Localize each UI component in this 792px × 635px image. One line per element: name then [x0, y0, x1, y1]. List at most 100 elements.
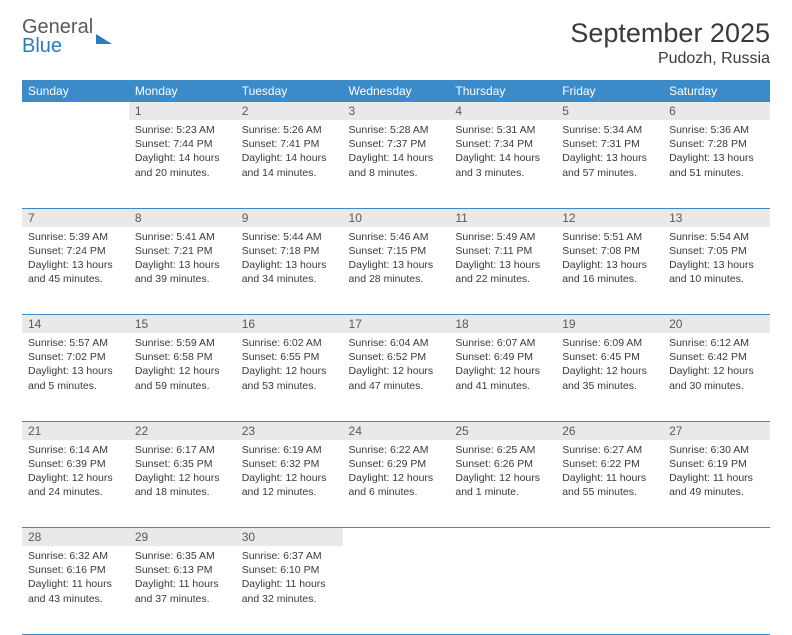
day-number: 20 — [663, 315, 770, 334]
day-details: Sunrise: 6:17 AMSunset: 6:35 PMDaylight:… — [129, 440, 236, 506]
day-number: 1 — [129, 102, 236, 120]
day-cell: Sunrise: 5:41 AMSunset: 7:21 PMDaylight:… — [129, 227, 236, 315]
logo-sail-icon — [96, 34, 112, 44]
day-details: Sunrise: 6:25 AMSunset: 6:26 PMDaylight:… — [449, 440, 556, 506]
day-number: 27 — [663, 421, 770, 440]
day-details — [343, 546, 450, 555]
day-details: Sunrise: 6:04 AMSunset: 6:52 PMDaylight:… — [343, 333, 450, 399]
day-details — [556, 546, 663, 555]
day-number: 29 — [129, 528, 236, 547]
location: Pudozh, Russia — [570, 50, 770, 68]
day-details: Sunrise: 5:46 AMSunset: 7:15 PMDaylight:… — [343, 227, 450, 293]
day-cell: Sunrise: 6:30 AMSunset: 6:19 PMDaylight:… — [663, 440, 770, 528]
weekday-header: Wednesday — [343, 80, 450, 102]
weekday-header-row: Sunday Monday Tuesday Wednesday Thursday… — [22, 80, 770, 102]
day-details — [449, 546, 556, 555]
logo-text: General Blue — [22, 18, 93, 56]
day-cell — [663, 546, 770, 634]
day-number: 24 — [343, 421, 450, 440]
day-details: Sunrise: 5:57 AMSunset: 7:02 PMDaylight:… — [22, 333, 129, 399]
day-cell: Sunrise: 6:12 AMSunset: 6:42 PMDaylight:… — [663, 333, 770, 421]
day-cell: Sunrise: 6:37 AMSunset: 6:10 PMDaylight:… — [236, 546, 343, 634]
day-cell: Sunrise: 6:02 AMSunset: 6:55 PMDaylight:… — [236, 333, 343, 421]
day-number: 6 — [663, 102, 770, 120]
day-cell: Sunrise: 5:57 AMSunset: 7:02 PMDaylight:… — [22, 333, 129, 421]
month-title: September 2025 — [570, 18, 770, 49]
day-cell: Sunrise: 6:25 AMSunset: 6:26 PMDaylight:… — [449, 440, 556, 528]
day-cell — [556, 546, 663, 634]
day-details: Sunrise: 6:30 AMSunset: 6:19 PMDaylight:… — [663, 440, 770, 506]
day-cell: Sunrise: 5:44 AMSunset: 7:18 PMDaylight:… — [236, 227, 343, 315]
day-details — [22, 120, 129, 129]
day-details: Sunrise: 6:27 AMSunset: 6:22 PMDaylight:… — [556, 440, 663, 506]
day-cell: Sunrise: 5:51 AMSunset: 7:08 PMDaylight:… — [556, 227, 663, 315]
day-cell: Sunrise: 6:19 AMSunset: 6:32 PMDaylight:… — [236, 440, 343, 528]
day-details — [663, 546, 770, 555]
day-number: 25 — [449, 421, 556, 440]
day-cell: Sunrise: 5:23 AMSunset: 7:44 PMDaylight:… — [129, 120, 236, 208]
daynum-row: 78910111213 — [22, 208, 770, 227]
day-content-row: Sunrise: 5:39 AMSunset: 7:24 PMDaylight:… — [22, 227, 770, 315]
day-details: Sunrise: 5:41 AMSunset: 7:21 PMDaylight:… — [129, 227, 236, 293]
day-number: 4 — [449, 102, 556, 120]
day-cell — [22, 120, 129, 208]
day-number: 17 — [343, 315, 450, 334]
calendar-table: Sunday Monday Tuesday Wednesday Thursday… — [22, 80, 770, 635]
day-details: Sunrise: 6:14 AMSunset: 6:39 PMDaylight:… — [22, 440, 129, 506]
day-details: Sunrise: 5:59 AMSunset: 6:58 PMDaylight:… — [129, 333, 236, 399]
day-number: 23 — [236, 421, 343, 440]
day-details: Sunrise: 5:54 AMSunset: 7:05 PMDaylight:… — [663, 227, 770, 293]
day-content-row: Sunrise: 6:14 AMSunset: 6:39 PMDaylight:… — [22, 440, 770, 528]
day-number: 22 — [129, 421, 236, 440]
day-number — [449, 528, 556, 547]
day-cell: Sunrise: 5:59 AMSunset: 6:58 PMDaylight:… — [129, 333, 236, 421]
day-details: Sunrise: 6:09 AMSunset: 6:45 PMDaylight:… — [556, 333, 663, 399]
day-cell — [449, 546, 556, 634]
day-number: 30 — [236, 528, 343, 547]
day-cell: Sunrise: 5:26 AMSunset: 7:41 PMDaylight:… — [236, 120, 343, 208]
day-details: Sunrise: 5:36 AMSunset: 7:28 PMDaylight:… — [663, 120, 770, 186]
day-details: Sunrise: 6:07 AMSunset: 6:49 PMDaylight:… — [449, 333, 556, 399]
day-cell: Sunrise: 6:35 AMSunset: 6:13 PMDaylight:… — [129, 546, 236, 634]
day-cell: Sunrise: 6:27 AMSunset: 6:22 PMDaylight:… — [556, 440, 663, 528]
day-cell: Sunrise: 6:04 AMSunset: 6:52 PMDaylight:… — [343, 333, 450, 421]
day-details: Sunrise: 5:26 AMSunset: 7:41 PMDaylight:… — [236, 120, 343, 186]
daynum-row: 282930 — [22, 528, 770, 547]
daynum-row: 14151617181920 — [22, 315, 770, 334]
day-cell: Sunrise: 6:32 AMSunset: 6:16 PMDaylight:… — [22, 546, 129, 634]
header: General Blue September 2025 Pudozh, Russ… — [22, 18, 770, 68]
day-cell: Sunrise: 5:49 AMSunset: 7:11 PMDaylight:… — [449, 227, 556, 315]
day-number: 19 — [556, 315, 663, 334]
day-details: Sunrise: 5:34 AMSunset: 7:31 PMDaylight:… — [556, 120, 663, 186]
day-number: 28 — [22, 528, 129, 547]
day-cell: Sunrise: 5:54 AMSunset: 7:05 PMDaylight:… — [663, 227, 770, 315]
day-details: Sunrise: 5:28 AMSunset: 7:37 PMDaylight:… — [343, 120, 450, 186]
weekday-header: Saturday — [663, 80, 770, 102]
day-number — [343, 528, 450, 547]
day-cell: Sunrise: 5:46 AMSunset: 7:15 PMDaylight:… — [343, 227, 450, 315]
day-details: Sunrise: 5:51 AMSunset: 7:08 PMDaylight:… — [556, 227, 663, 293]
day-cell: Sunrise: 5:31 AMSunset: 7:34 PMDaylight:… — [449, 120, 556, 208]
weekday-header: Monday — [129, 80, 236, 102]
day-cell: Sunrise: 5:34 AMSunset: 7:31 PMDaylight:… — [556, 120, 663, 208]
day-cell: Sunrise: 5:39 AMSunset: 7:24 PMDaylight:… — [22, 227, 129, 315]
day-details: Sunrise: 6:37 AMSunset: 6:10 PMDaylight:… — [236, 546, 343, 612]
day-number: 15 — [129, 315, 236, 334]
weekday-header: Sunday — [22, 80, 129, 102]
day-details: Sunrise: 6:12 AMSunset: 6:42 PMDaylight:… — [663, 333, 770, 399]
day-number — [556, 528, 663, 547]
day-number: 14 — [22, 315, 129, 334]
day-cell: Sunrise: 6:22 AMSunset: 6:29 PMDaylight:… — [343, 440, 450, 528]
day-number: 26 — [556, 421, 663, 440]
weekday-header: Thursday — [449, 80, 556, 102]
day-number: 12 — [556, 208, 663, 227]
day-number: 16 — [236, 315, 343, 334]
day-cell: Sunrise: 6:09 AMSunset: 6:45 PMDaylight:… — [556, 333, 663, 421]
weekday-header: Friday — [556, 80, 663, 102]
day-details: Sunrise: 5:44 AMSunset: 7:18 PMDaylight:… — [236, 227, 343, 293]
daynum-row: 123456 — [22, 102, 770, 120]
calendar-body: 123456Sunrise: 5:23 AMSunset: 7:44 PMDay… — [22, 102, 770, 634]
day-number: 9 — [236, 208, 343, 227]
day-details: Sunrise: 6:02 AMSunset: 6:55 PMDaylight:… — [236, 333, 343, 399]
day-details: Sunrise: 6:22 AMSunset: 6:29 PMDaylight:… — [343, 440, 450, 506]
